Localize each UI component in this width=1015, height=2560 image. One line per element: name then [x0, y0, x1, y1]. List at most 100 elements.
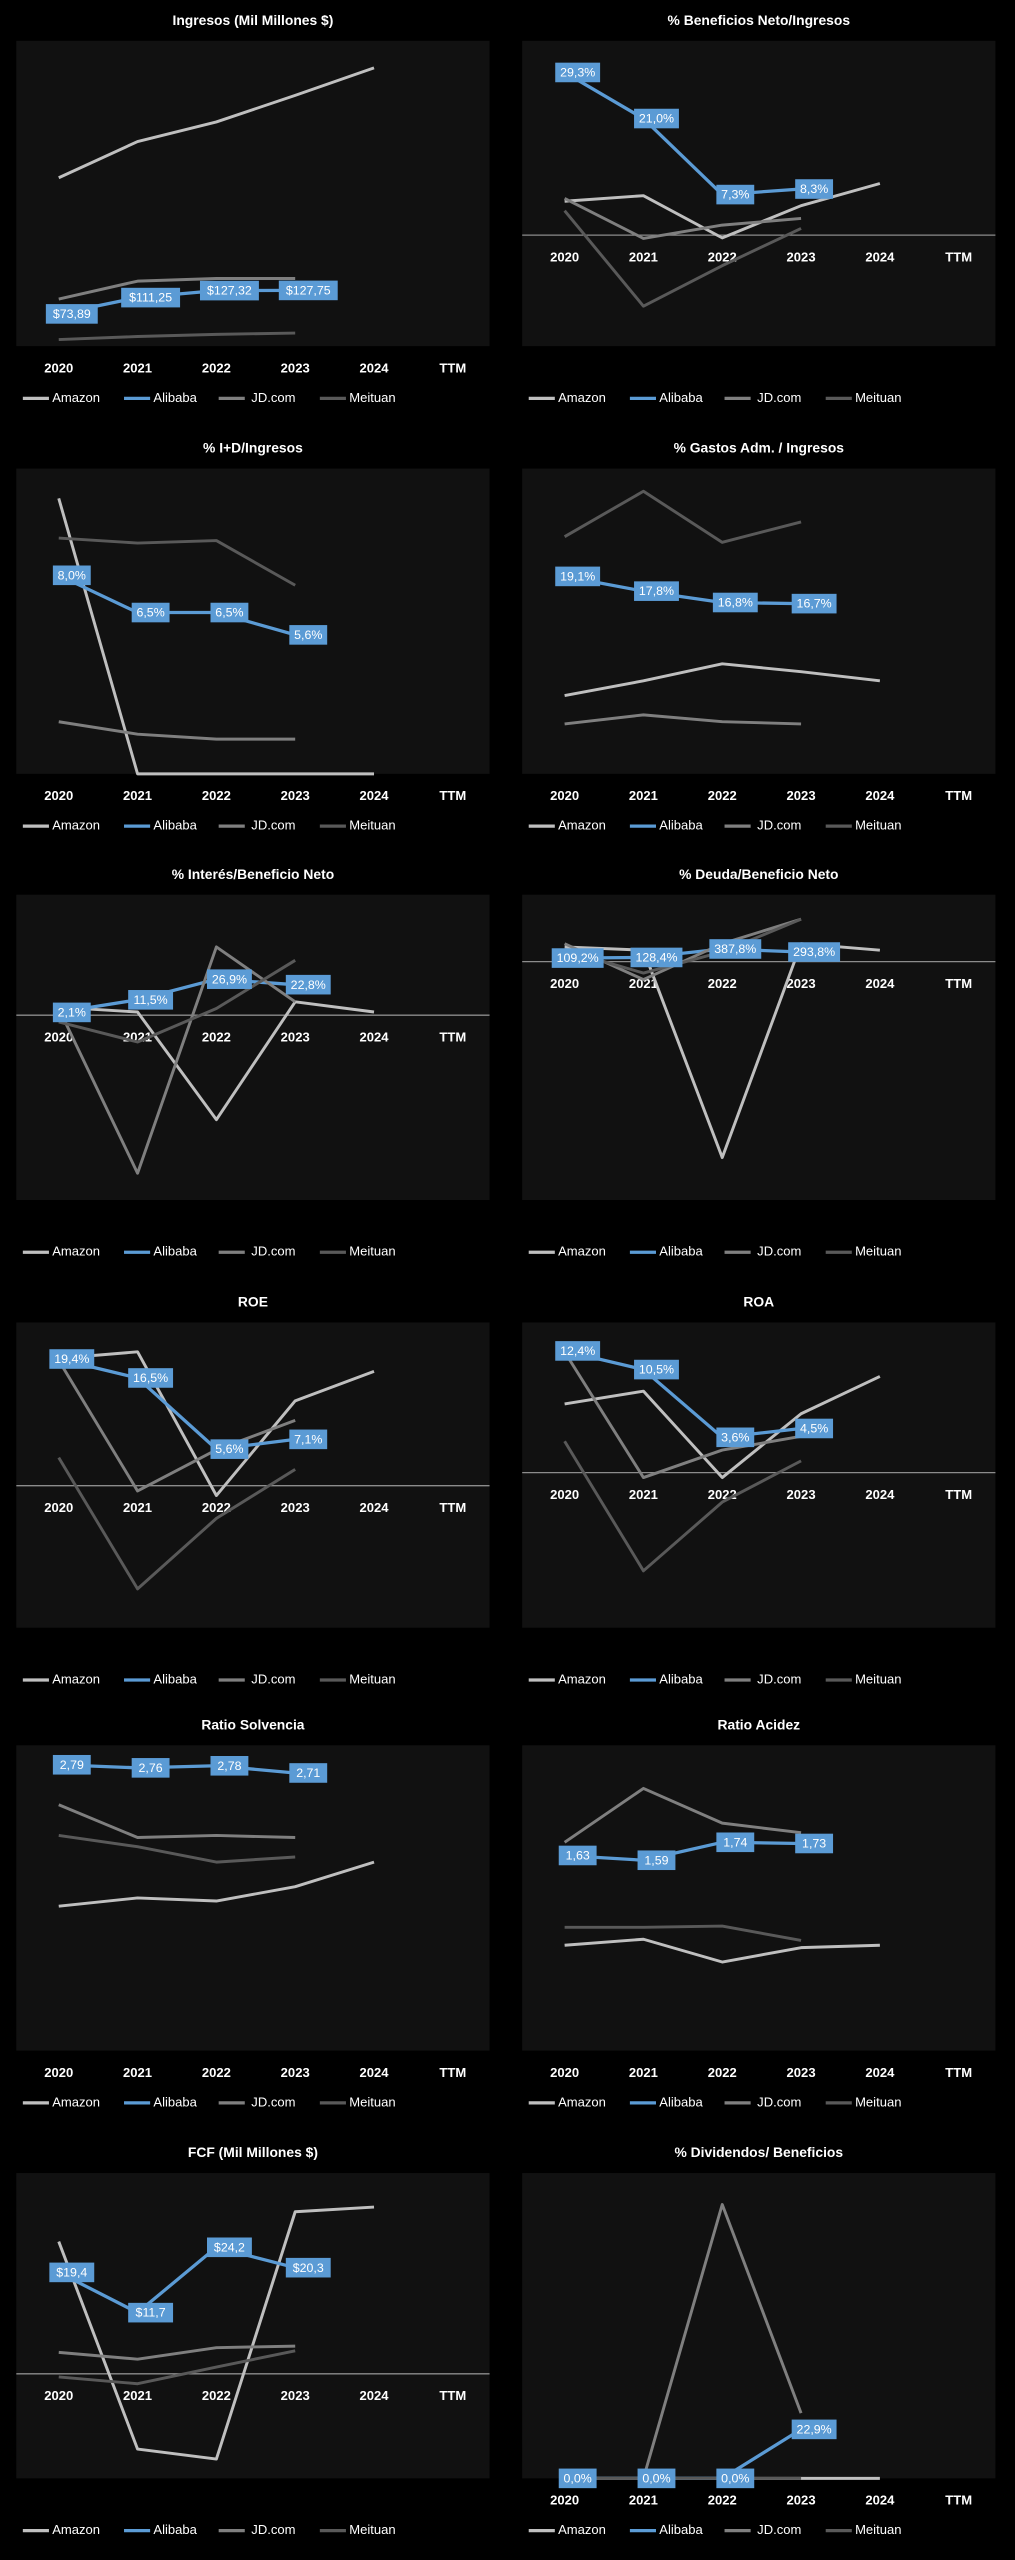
series-line — [563, 197, 802, 240]
value-label-box — [791, 2419, 837, 2440]
value-label-box — [551, 948, 604, 968]
series-line — [564, 917, 802, 975]
value-label: 19,4% — [54, 1352, 89, 1366]
x-tick-label: 2024 — [360, 788, 390, 803]
legend-label: Meituan — [855, 1244, 901, 1259]
series-line — [58, 1000, 375, 1122]
legend-label: Alibaba — [153, 390, 197, 405]
value-label-box — [795, 1418, 834, 1439]
x-tick-label: TTM — [945, 2065, 972, 2080]
value-label: 19,1% — [560, 569, 595, 583]
legend-label: JD.com — [757, 2522, 801, 2537]
value-label: 22,9% — [797, 2422, 832, 2436]
value-label-box — [630, 947, 683, 968]
series-line — [58, 977, 296, 1015]
value-label-box — [555, 1341, 601, 1361]
value-label: 17,8% — [639, 584, 674, 598]
value-label: 1,74 — [723, 1835, 747, 1849]
legend-label: Amazon — [558, 1671, 606, 1686]
value-label-box — [637, 1850, 676, 1871]
chart-panel: ROE 2020 2021 2022 2023 2024 TTM Amazon Alibaba J… — [16, 1294, 490, 1686]
x-tick-label: 2023 — [281, 1030, 310, 1045]
value-label: 8,3% — [800, 182, 828, 196]
series-line — [564, 1924, 802, 1942]
value-label-box — [289, 1763, 328, 1783]
value-label: 2,79 — [60, 1758, 84, 1772]
series-line — [58, 1803, 296, 1839]
series-line — [57, 497, 375, 776]
value-label-box — [634, 1359, 679, 1380]
plot-area — [16, 1745, 490, 2051]
series-line — [57, 1456, 296, 1591]
value-label: $20,3 — [293, 2261, 324, 2275]
x-tick-label: 2021 — [629, 788, 658, 803]
x-tick-label: 2024 — [865, 249, 895, 264]
series-line — [58, 277, 296, 301]
series-line — [58, 959, 296, 1044]
x-tick-label: TTM — [439, 1500, 466, 1515]
x-tick-label: 2022 — [708, 788, 737, 803]
legend-label: JD.com — [251, 2094, 295, 2109]
series-line — [563, 489, 802, 544]
value-label: 4,5% — [800, 1422, 828, 1436]
value-label: 293,8% — [793, 945, 835, 959]
chart-title: Ratio Acidez — [717, 1716, 800, 1732]
value-label: 11,5% — [134, 993, 168, 1007]
legend-label: Meituan — [855, 2094, 901, 2109]
value-label-box — [716, 1832, 755, 1853]
value-label-box — [49, 1349, 95, 1369]
chart-panel: % Deuda/Beneficio Neto 2020 2021 2022 2023 20… — [522, 866, 996, 1259]
legend-label: JD.com — [251, 2522, 295, 2537]
value-label: 109,2% — [557, 951, 599, 965]
x-tick-label: 2021 — [629, 2493, 658, 2508]
x-tick-label: 2020 — [550, 976, 579, 991]
x-tick-label: 2023 — [787, 788, 816, 803]
value-label: 16,7% — [797, 597, 832, 611]
value-label: 22,8% — [291, 978, 326, 992]
series-line — [57, 1359, 296, 1493]
legend-label: Meituan — [855, 1671, 901, 1686]
value-label: 16,8% — [718, 596, 753, 610]
legend-label: JD.com — [251, 1671, 295, 1686]
series-line — [563, 1351, 802, 1480]
chart-panel: % I+D/Ingresos 2020 2021 2022 2023 2024 TTM Ama… — [16, 440, 490, 833]
chart-title: ROA — [743, 1294, 774, 1310]
series-line — [58, 573, 296, 637]
value-label: $73,89 — [53, 307, 91, 321]
x-tick-label: TTM — [439, 788, 466, 803]
x-tick-label: 2024 — [865, 2493, 895, 2508]
x-tick-label: 2024 — [360, 360, 390, 375]
x-tick-label: 2023 — [281, 1500, 310, 1515]
x-tick-label: 2022 — [708, 2493, 737, 2508]
x-tick-label: 2020 — [44, 360, 73, 375]
x-tick-label: 2021 — [629, 249, 658, 264]
value-label: 29,3% — [560, 66, 595, 80]
series-line — [563, 1786, 802, 1844]
series-line — [564, 1840, 802, 1862]
value-label: 0,0% — [721, 2471, 749, 2485]
value-label-box — [555, 62, 601, 83]
plot-area — [16, 2173, 490, 2479]
x-tick-label: 2022 — [202, 2065, 231, 2080]
x-tick-label: 2021 — [123, 2388, 152, 2403]
x-tick-label: 2022 — [708, 2065, 737, 2080]
legend-label: Meituan — [349, 390, 395, 405]
chart-panel: FCF (Mil Millones $) 2020 2021 2022 2023 2024… — [16, 2144, 490, 2537]
value-label: 21,0% — [639, 112, 674, 126]
series-line — [58, 1834, 296, 1864]
value-label-box — [716, 2468, 755, 2489]
value-label-box — [206, 2237, 252, 2258]
x-tick-label: 2020 — [550, 788, 579, 803]
series-line — [58, 2245, 296, 2315]
value-label: 0,0% — [642, 2471, 670, 2485]
legend-label: JD.com — [757, 390, 801, 405]
x-tick-label: 2023 — [787, 249, 816, 264]
value-label-box — [634, 581, 679, 601]
value-label: 2,1% — [58, 1005, 86, 1019]
chart-title: % Dividendos/ Beneficios — [674, 2144, 843, 2160]
x-tick-label: 2021 — [629, 1487, 658, 1502]
value-label-box — [558, 1845, 597, 1866]
series-line — [57, 2205, 375, 2461]
